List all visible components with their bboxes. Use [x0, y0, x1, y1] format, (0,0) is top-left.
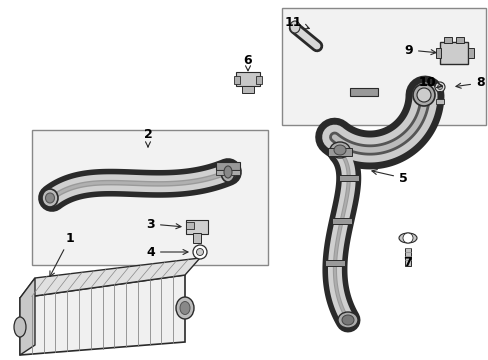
Bar — [327, 148, 351, 156]
Text: 7: 7 — [403, 256, 411, 269]
Ellipse shape — [333, 145, 346, 155]
Circle shape — [434, 82, 444, 92]
Polygon shape — [20, 275, 184, 355]
Bar — [32, 130, 267, 265]
Circle shape — [437, 85, 442, 90]
Text: 1: 1 — [50, 231, 74, 276]
Text: 10: 10 — [418, 77, 441, 90]
Bar — [216, 170, 240, 175]
Bar — [435, 99, 443, 104]
Polygon shape — [20, 278, 35, 355]
Bar — [349, 88, 377, 96]
Circle shape — [193, 245, 206, 259]
Bar — [455, 37, 463, 43]
Bar — [185, 222, 194, 229]
Bar — [185, 220, 207, 234]
Text: 8: 8 — [455, 77, 484, 90]
Ellipse shape — [42, 189, 58, 207]
Ellipse shape — [14, 317, 26, 337]
Bar — [435, 48, 440, 58]
Bar — [193, 233, 201, 243]
Ellipse shape — [176, 297, 194, 319]
Polygon shape — [20, 258, 200, 298]
Ellipse shape — [289, 21, 299, 33]
Text: 10: 10 — [418, 77, 441, 90]
Bar — [467, 48, 473, 58]
Text: 3: 3 — [146, 217, 181, 230]
Text: 4: 4 — [146, 246, 187, 258]
Bar — [242, 86, 253, 93]
Bar — [404, 248, 410, 266]
Bar — [236, 72, 260, 86]
Bar — [325, 260, 345, 266]
Bar — [282, 8, 485, 125]
Circle shape — [196, 248, 203, 256]
Bar — [331, 218, 351, 224]
Ellipse shape — [416, 88, 430, 102]
Ellipse shape — [398, 233, 416, 243]
Bar — [443, 37, 451, 43]
Circle shape — [402, 233, 412, 243]
Ellipse shape — [45, 193, 54, 203]
Ellipse shape — [341, 315, 353, 325]
Ellipse shape — [412, 84, 434, 106]
Bar — [216, 162, 240, 170]
Bar — [439, 42, 467, 64]
Bar — [234, 76, 240, 84]
Text: 9: 9 — [404, 44, 435, 57]
Ellipse shape — [329, 142, 349, 158]
Text: 6: 6 — [243, 54, 252, 71]
Ellipse shape — [224, 166, 231, 178]
Text: 5: 5 — [371, 170, 407, 184]
Ellipse shape — [337, 312, 357, 328]
Bar — [338, 175, 358, 181]
Ellipse shape — [221, 162, 235, 182]
Ellipse shape — [180, 302, 190, 315]
Bar — [256, 76, 262, 84]
Text: 2: 2 — [143, 127, 152, 147]
Text: 11: 11 — [284, 15, 308, 29]
